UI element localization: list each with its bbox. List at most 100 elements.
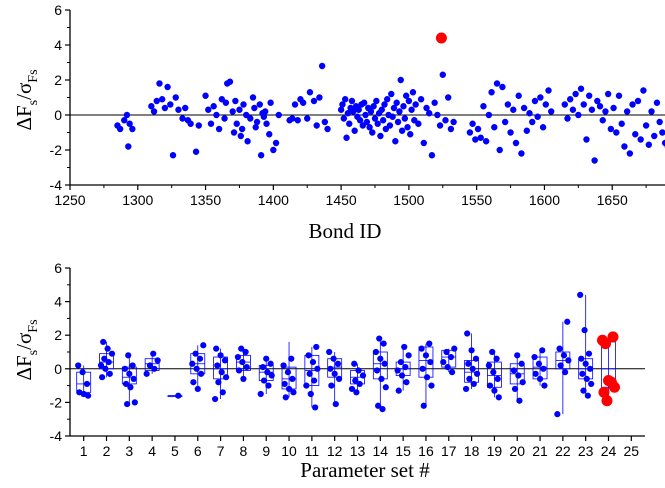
data-point: [331, 370, 338, 377]
data-point: [466, 375, 473, 382]
top-y-tick-label: 0: [54, 107, 62, 123]
data-point: [289, 375, 296, 382]
data-point: [232, 97, 239, 105]
data-point: [585, 350, 593, 357]
data-point: [531, 97, 539, 105]
parameter-set-box-panel: 1 2 3 4 5 6 7 8 9 10 11 12 13 14 15 16 17 18 19 20 21 22 23 24 2…: [12, 260, 645, 482]
data-point: [332, 400, 339, 408]
data-point: [567, 96, 574, 103]
data-point: [482, 138, 490, 145]
data-point: [340, 115, 348, 122]
bottom-x-tick-label: 17: [441, 443, 457, 459]
data-point: [238, 125, 246, 133]
data-point: [510, 367, 518, 374]
data-point: [150, 350, 157, 357]
top-y-tick-label: 4: [54, 37, 62, 53]
data-point: [564, 318, 571, 325]
data-point: [374, 120, 381, 127]
outlier-point: [598, 386, 610, 398]
data-point: [126, 370, 133, 377]
data-point: [515, 92, 522, 99]
data-point: [378, 106, 385, 113]
data-point: [381, 101, 388, 108]
data-point: [350, 108, 357, 115]
data-point: [211, 395, 219, 403]
bottom-axes: 1 2 3 4 5 6 7 8 9 10 11 12 13 14 15 16 17 18 19 20 21 22 23 24 2…: [50, 260, 645, 459]
data-point: [581, 327, 588, 334]
data-point: [175, 106, 182, 113]
bond-id-scatter-panel: 1250130013501400145015001550160016501700…: [12, 2, 665, 243]
data-point: [403, 379, 410, 386]
data-point: [496, 146, 503, 154]
data-point: [447, 353, 455, 361]
data-point: [468, 347, 475, 354]
data-point: [386, 122, 394, 129]
data-point: [531, 353, 538, 361]
data-point: [355, 106, 362, 113]
data-point: [377, 132, 384, 140]
data-point: [659, 129, 665, 136]
data-point: [511, 385, 519, 393]
bottom-x-tick-label: 25: [624, 443, 640, 459]
data-point: [490, 369, 497, 376]
data-point: [348, 385, 356, 393]
box-group-11: [303, 343, 321, 411]
box-group-12: [326, 348, 343, 408]
data-point: [235, 367, 243, 374]
data-point: [565, 357, 572, 364]
outlier-point: [608, 381, 620, 393]
data-point: [312, 404, 319, 411]
data-point: [569, 106, 577, 113]
data-point: [381, 360, 388, 367]
data-point: [580, 101, 587, 108]
data-point: [236, 106, 243, 113]
data-point: [372, 348, 380, 356]
data-point: [575, 111, 582, 119]
data-point: [346, 120, 353, 127]
data-point: [125, 143, 132, 150]
data-point: [428, 382, 435, 389]
data-point: [548, 108, 555, 115]
data-point: [448, 369, 456, 376]
data-point: [376, 335, 383, 342]
data-point: [213, 111, 220, 119]
data-point: [341, 96, 349, 103]
data-point: [83, 380, 91, 388]
data-point: [270, 146, 277, 154]
data-point: [588, 380, 595, 388]
data-point: [205, 106, 212, 113]
data-point: [189, 360, 196, 367]
data-point: [493, 355, 500, 362]
data-point: [626, 150, 634, 157]
data-point: [343, 134, 350, 141]
box-group-16: [418, 340, 435, 409]
data-point: [240, 375, 247, 382]
data-point: [474, 125, 482, 133]
bottom-y-axis-title: ΔFs/σFs: [12, 319, 41, 380]
box-group-22: [554, 318, 572, 418]
top-y-tick-label: 6: [54, 2, 62, 18]
data-point: [465, 360, 472, 367]
data-point: [264, 369, 271, 376]
bottom-x-tick-label: 7: [217, 443, 225, 459]
data-point: [392, 138, 399, 145]
data-point: [267, 99, 274, 106]
data-point: [352, 377, 359, 384]
data-point: [469, 120, 476, 127]
data-point: [285, 385, 293, 393]
data-point: [215, 379, 222, 386]
data-point: [642, 122, 650, 129]
data-point: [268, 372, 275, 379]
data-point: [305, 352, 312, 359]
top-x-axis-title: Bond ID: [309, 219, 382, 243]
data-point: [584, 392, 591, 399]
data-point: [259, 364, 267, 371]
data-point: [366, 124, 373, 131]
data-point: [486, 382, 494, 389]
box-group-7: [211, 345, 230, 403]
data-point: [310, 97, 318, 105]
data-point: [450, 118, 457, 126]
data-point: [169, 152, 177, 159]
data-point: [401, 115, 409, 122]
data-point: [462, 385, 470, 393]
